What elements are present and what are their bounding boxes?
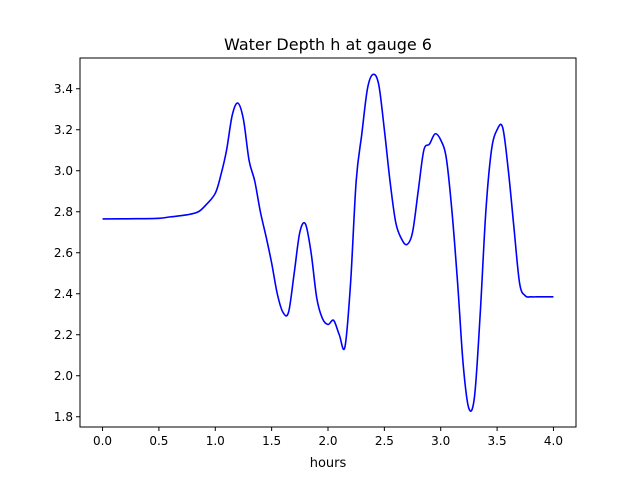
x-tick-label: 1.5 (262, 434, 281, 448)
y-tick-label: 3.0 (54, 164, 73, 178)
plot-area (102, 73, 554, 412)
x-tick-label: 2.0 (318, 434, 337, 448)
x-tick-label: 1.0 (206, 434, 225, 448)
y-tick-label: 2.8 (54, 205, 73, 219)
y-tick-label: 2.0 (54, 369, 73, 383)
y-tick-label: 2.6 (54, 246, 73, 260)
x-tick-label: 2.5 (375, 434, 394, 448)
y-tick-label: 2.2 (54, 328, 73, 342)
y-tick-label: 1.8 (54, 410, 73, 424)
x-tick-label: 3.0 (431, 434, 450, 448)
y-tick-label: 3.2 (54, 123, 73, 137)
y-axis: 1.8 2.0 2.2 2.4 2.6 2.8 3.0 3.2 3.4 (54, 82, 80, 424)
x-axis: 0.0 0.5 1.0 1.5 2.0 2.5 3.0 3.5 4.0 (93, 427, 563, 448)
x-tick-label: 0.0 (93, 434, 112, 448)
chart-title: Water Depth h at gauge 6 (224, 35, 432, 54)
y-tick-label: 2.4 (54, 287, 73, 301)
series-line (102, 73, 554, 412)
x-tick-label: 4.0 (544, 434, 563, 448)
x-tick-label: 3.5 (488, 434, 507, 448)
x-tick-label: 0.5 (149, 434, 168, 448)
x-axis-label: hours (310, 456, 347, 471)
y-tick-label: 3.4 (54, 82, 73, 96)
